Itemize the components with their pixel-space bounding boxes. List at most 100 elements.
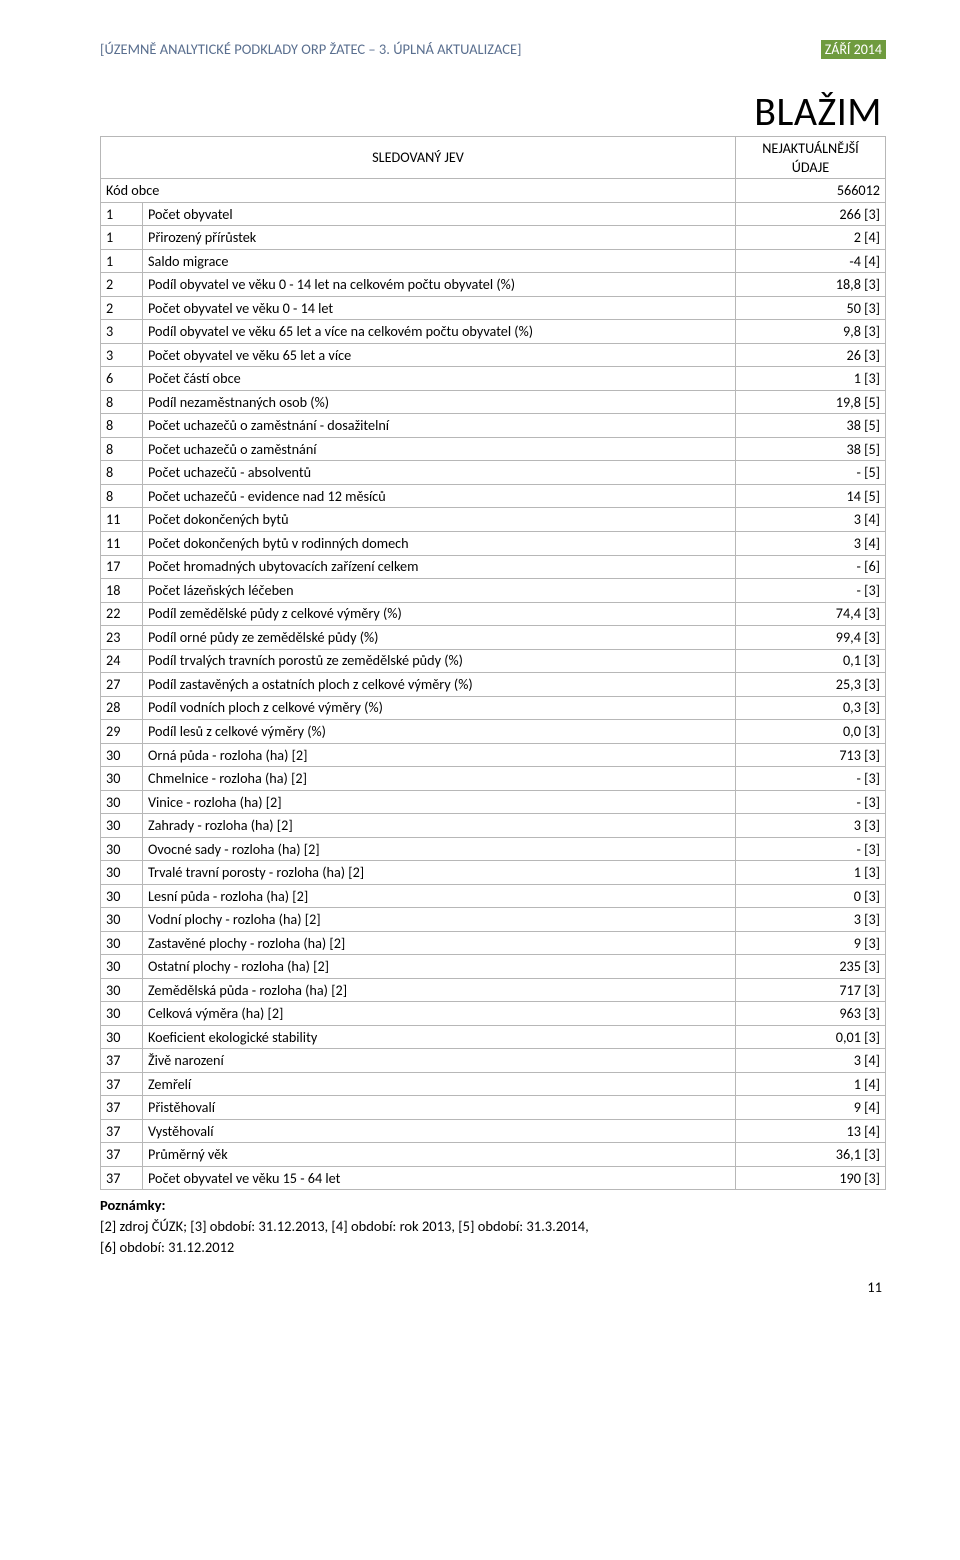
row-value: - [5] xyxy=(736,461,886,485)
row-label: Přistěhovalí xyxy=(143,1096,736,1120)
row-index: 30 xyxy=(101,837,143,861)
row-label: Podíl zemědělské půdy z celkové výměry (… xyxy=(143,602,736,626)
notes-line1: [2] zdroj ČÚZK; [3] období: 31.12.2013, … xyxy=(100,1217,589,1235)
row-value: 963 [3] xyxy=(736,1002,886,1026)
row-index: 30 xyxy=(101,908,143,932)
row-value: 2 [4] xyxy=(736,226,886,250)
row-index: 30 xyxy=(101,814,143,838)
table-row: 30Trvalé travní porosty - rozloha (ha) [… xyxy=(101,861,886,885)
table-row: 30Celková výměra (ha) [2]963 [3] xyxy=(101,1002,886,1026)
udaje-line1: NEJAKTUÁLNĚJŠÍ xyxy=(762,139,859,157)
row-label: Vystěhovalí xyxy=(143,1119,736,1143)
row-label: Celková výměra (ha) [2] xyxy=(143,1002,736,1026)
table-row: 37Průměrný věk36,1 [3] xyxy=(101,1143,886,1167)
row-value: 717 [3] xyxy=(736,978,886,1002)
row-index: 11 xyxy=(101,531,143,555)
row-index: 30 xyxy=(101,861,143,885)
row-index: 37 xyxy=(101,1143,143,1167)
udaje-line2: ÚDAJE xyxy=(792,158,829,176)
table-row: 29Podíl lesů z celkové výměry (%)0,0 [3] xyxy=(101,720,886,744)
table-row: 30Lesní půda - rozloha (ha) [2]0 [3] xyxy=(101,884,886,908)
row-value: 266 [3] xyxy=(736,202,886,226)
row-index: 30 xyxy=(101,884,143,908)
row-index: 17 xyxy=(101,555,143,579)
row-index: 1 xyxy=(101,249,143,273)
row-label: Počet částí obce xyxy=(143,367,736,391)
row-value: 13 [4] xyxy=(736,1119,886,1143)
row-value: 3 [3] xyxy=(736,908,886,932)
row-value: 0,0 [3] xyxy=(736,720,886,744)
table-row: 37Vystěhovalí13 [4] xyxy=(101,1119,886,1143)
row-value: -4 [4] xyxy=(736,249,886,273)
row-index: 29 xyxy=(101,720,143,744)
row-value: 14 [5] xyxy=(736,484,886,508)
row-value: 0,1 [3] xyxy=(736,649,886,673)
row-value: 50 [3] xyxy=(736,296,886,320)
row-label: Podíl obyvatel ve věku 0 - 14 let na cel… xyxy=(143,273,736,297)
table-row: 2Počet obyvatel ve věku 0 - 14 let50 [3] xyxy=(101,296,886,320)
row-index: 2 xyxy=(101,296,143,320)
row-index: 37 xyxy=(101,1119,143,1143)
row-index: 30 xyxy=(101,1025,143,1049)
table-row: 8Počet uchazečů o zaměstnání38 [5] xyxy=(101,437,886,461)
table-row: 1Počet obyvatel266 [3] xyxy=(101,202,886,226)
row-value: 3 [4] xyxy=(736,531,886,555)
row-index: 37 xyxy=(101,1072,143,1096)
table-row: 11Počet dokončených bytů v rodinných dom… xyxy=(101,531,886,555)
row-value: 74,4 [3] xyxy=(736,602,886,626)
table-row: 30Vinice - rozloha (ha) [2]- [3] xyxy=(101,790,886,814)
table-row: 17Počet hromadných ubytovacích zařízení … xyxy=(101,555,886,579)
table-row: 37Počet obyvatel ve věku 15 - 64 let190 … xyxy=(101,1166,886,1190)
row-index: 30 xyxy=(101,1002,143,1026)
row-label: Počet obyvatel ve věku 0 - 14 let xyxy=(143,296,736,320)
row-label: Saldo migrace xyxy=(143,249,736,273)
row-index: 37 xyxy=(101,1166,143,1190)
page-number: 11 xyxy=(100,1278,886,1296)
row-label: Podíl trvalých travních porostů ze zeměd… xyxy=(143,649,736,673)
row-label: Přirozený přírůstek xyxy=(143,226,736,250)
row-index: 8 xyxy=(101,461,143,485)
table-row: 8Počet uchazečů - evidence nad 12 měsíců… xyxy=(101,484,886,508)
row-label: Počet obyvatel ve věku 15 - 64 let xyxy=(143,1166,736,1190)
row-value: 99,4 [3] xyxy=(736,626,886,650)
row-index: 23 xyxy=(101,626,143,650)
row-label: Podíl nezaměstnaných osob (%) xyxy=(143,390,736,414)
row-label: Živě narození xyxy=(143,1049,736,1073)
notes-block: Poznámky: [2] zdroj ČÚZK; [3] období: 31… xyxy=(100,1195,886,1258)
row-index: 27 xyxy=(101,673,143,697)
row-index: 3 xyxy=(101,343,143,367)
row-label: Počet hromadných ubytovacích zařízení ce… xyxy=(143,555,736,579)
row-value: 1 [3] xyxy=(736,861,886,885)
kod-row: Kód obce 566012 xyxy=(101,179,886,203)
row-index: 37 xyxy=(101,1096,143,1120)
row-index: 1 xyxy=(101,202,143,226)
row-index: 28 xyxy=(101,696,143,720)
table-row: 30Koeficient ekologické stability0,01 [3… xyxy=(101,1025,886,1049)
kod-value: 566012 xyxy=(736,179,886,203)
row-index: 30 xyxy=(101,743,143,767)
row-index: 30 xyxy=(101,767,143,791)
row-label: Počet uchazečů o zaměstnání xyxy=(143,437,736,461)
table-row: 18Počet lázeňských léčeben- [3] xyxy=(101,579,886,603)
row-label: Podíl orné půdy ze zemědělské půdy (%) xyxy=(143,626,736,650)
row-value: - [6] xyxy=(736,555,886,579)
row-index: 1 xyxy=(101,226,143,250)
row-label: Vodní plochy - rozloha (ha) [2] xyxy=(143,908,736,932)
table-row: 30Zahrady - rozloha (ha) [2]3 [3] xyxy=(101,814,886,838)
row-index: 24 xyxy=(101,649,143,673)
row-value: 38 [5] xyxy=(736,437,886,461)
table-row: 8Počet uchazečů o zaměstnání - dosažitel… xyxy=(101,414,886,438)
row-value: - [3] xyxy=(736,767,886,791)
row-value: 36,1 [3] xyxy=(736,1143,886,1167)
row-value: - [3] xyxy=(736,790,886,814)
row-value: 25,3 [3] xyxy=(736,673,886,697)
row-label: Počet obyvatel xyxy=(143,202,736,226)
notes-line2: [6] období: 31.12.2012 xyxy=(100,1238,234,1256)
table-row: 30Zastavěné plochy - rozloha (ha) [2]9 [… xyxy=(101,931,886,955)
row-index: 8 xyxy=(101,484,143,508)
row-label: Zemřelí xyxy=(143,1072,736,1096)
row-label: Zemědělská půda - rozloha (ha) [2] xyxy=(143,978,736,1002)
table-row: 24Podíl trvalých travních porostů ze zem… xyxy=(101,649,886,673)
row-index: 8 xyxy=(101,390,143,414)
row-label: Zastavěné plochy - rozloha (ha) [2] xyxy=(143,931,736,955)
